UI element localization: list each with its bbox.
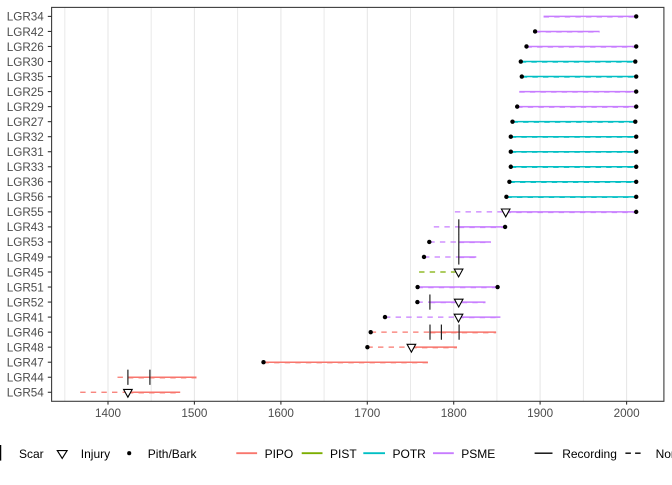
svg-text:LGR26: LGR26 <box>7 41 44 54</box>
svg-text:LGR47: LGR47 <box>7 357 44 370</box>
svg-text:LGR32: LGR32 <box>7 131 44 144</box>
svg-text:Injury: Injury <box>81 447 110 461</box>
svg-text:LGR35: LGR35 <box>7 71 45 84</box>
svg-text:1800: 1800 <box>441 407 468 420</box>
svg-text:LGR36: LGR36 <box>7 176 44 189</box>
svg-text:LGR31: LGR31 <box>7 146 44 159</box>
svg-text:LGR52: LGR52 <box>7 296 44 309</box>
svg-text:LGR34: LGR34 <box>7 11 45 24</box>
svg-text:1900: 1900 <box>527 407 554 420</box>
svg-text:Non-recording: Non-recording <box>656 447 672 461</box>
svg-text:1400: 1400 <box>95 407 122 420</box>
svg-text:POTR: POTR <box>393 447 427 461</box>
svg-text:Scar: Scar <box>19 447 44 461</box>
svg-text:Pith/Bark: Pith/Bark <box>148 447 198 461</box>
svg-text:LGR46: LGR46 <box>7 326 44 339</box>
svg-text:LGR54: LGR54 <box>7 387 45 400</box>
svg-text:LGR41: LGR41 <box>7 311 44 324</box>
svg-text:PIPO: PIPO <box>265 447 294 461</box>
svg-text:2000: 2000 <box>614 407 641 420</box>
svg-text:LGR55: LGR55 <box>7 206 45 219</box>
svg-text:LGR27: LGR27 <box>7 116 44 129</box>
svg-text:1700: 1700 <box>354 407 381 420</box>
svg-text:LGR48: LGR48 <box>7 341 44 354</box>
svg-text:LGR43: LGR43 <box>7 221 44 234</box>
svg-text:LGR45: LGR45 <box>7 266 45 279</box>
svg-text:LGR33: LGR33 <box>7 161 44 174</box>
svg-text:Recording: Recording <box>562 447 617 461</box>
svg-text:LGR42: LGR42 <box>7 26 44 39</box>
svg-text:LGR49: LGR49 <box>7 251 44 264</box>
svg-text:1500: 1500 <box>181 407 208 420</box>
svg-text:LGR56: LGR56 <box>7 191 44 204</box>
svg-text:LGR51: LGR51 <box>7 281 44 294</box>
svg-text:LGR29: LGR29 <box>7 101 44 114</box>
svg-text:LGR53: LGR53 <box>7 236 44 249</box>
svg-text:LGR30: LGR30 <box>7 56 45 69</box>
svg-text:PIST: PIST <box>330 447 357 461</box>
svg-text:PSME: PSME <box>461 447 495 461</box>
svg-text:1600: 1600 <box>268 407 295 420</box>
svg-text:LGR25: LGR25 <box>7 86 45 99</box>
svg-text:LGR44: LGR44 <box>7 372 45 385</box>
